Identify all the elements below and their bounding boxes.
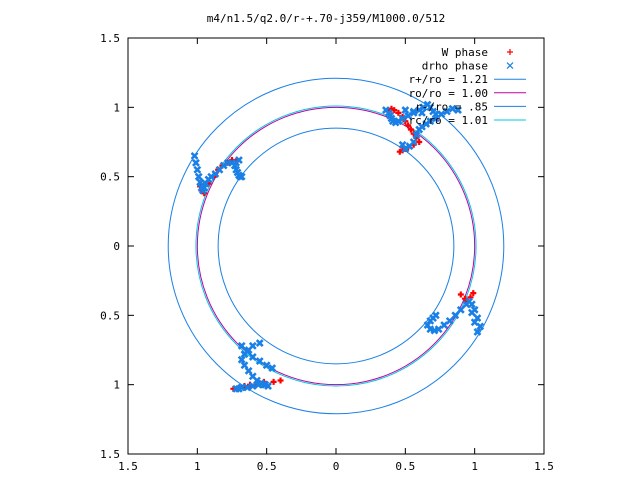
drho-phase-point: [254, 380, 263, 389]
drho-phase-point: [454, 106, 462, 115]
drho-phase-point: [418, 108, 426, 117]
axes: 1.5 1 0.5 0 0.5 1 1.51.510.500.511.5: [100, 32, 554, 473]
w-phase-point: [396, 148, 403, 155]
drho-phase-point: [240, 350, 249, 359]
w-phase-point: [405, 122, 412, 129]
drho-phase-point: [426, 117, 435, 126]
drho-phase-point: [445, 316, 454, 325]
legend-label: drho phase: [422, 60, 488, 73]
y-tick-label: 1.5: [100, 32, 120, 45]
legend-label: rc/ro = 1.01: [409, 114, 488, 127]
drho-phase-point: [237, 172, 246, 181]
w-phase-point: [457, 291, 464, 298]
drho-phase-point: [193, 165, 202, 174]
y-tick-label: 0: [113, 240, 120, 253]
x-tick-label: 0.5: [257, 460, 277, 473]
y-tick-label: 0.5: [100, 171, 120, 184]
x-tick-label: 0.5: [395, 460, 415, 473]
x-tick-label: 1.5: [534, 460, 554, 473]
drho-phase-point: [194, 172, 203, 181]
drho-phase-point: [232, 158, 241, 167]
drho-phase-point: [456, 305, 465, 314]
phase-points: [190, 100, 485, 393]
drho-phase-point: [192, 158, 200, 167]
w-phase-point: [470, 290, 477, 297]
drho-phase-point: [401, 106, 410, 115]
x-tick-label: 1: [471, 460, 478, 473]
drho-phase-point: [451, 311, 460, 320]
drho-phase-point: [470, 318, 479, 327]
w-phase-point: [416, 139, 423, 145]
reference-circle: [167, 77, 505, 415]
drho-phase-point: [398, 114, 407, 123]
drho-phase-point: [255, 339, 264, 347]
drho-phase-point: [248, 353, 257, 361]
legend-marker: [506, 62, 514, 70]
drho-phase-point: [190, 151, 199, 160]
w-phase-point: [277, 377, 284, 384]
y-tick-label: 1.5: [100, 448, 120, 461]
x-tick-label: 0: [333, 460, 340, 473]
drho-phase-point: [448, 104, 457, 113]
drho-phase-point: [412, 131, 421, 139]
w-phase-point: [395, 109, 402, 116]
w-phase-point: [270, 378, 277, 385]
drho-phase-point: [255, 357, 264, 366]
drho-phase-point: [473, 328, 482, 336]
reference-circles: [167, 77, 505, 415]
reference-circle: [195, 105, 477, 387]
y-tick-label: 0.5: [100, 309, 120, 322]
reference-circle: [217, 127, 455, 365]
drho-phase-point: [467, 308, 476, 317]
y-tick-label: 1: [113, 101, 120, 114]
drho-phase-point: [262, 361, 271, 370]
chart-title: m4/n1.5/q2.0/r-+.70-j359/M1000.0/512: [207, 12, 445, 25]
drho-phase-point: [235, 384, 243, 393]
y-tick-label: 1: [113, 379, 120, 392]
legend-label: ro/ro = 1.00: [409, 87, 488, 100]
legend-marker: [507, 49, 513, 55]
legend-label: W phase: [442, 46, 488, 59]
reference-circle: [196, 106, 476, 386]
drho-phase-point: [237, 341, 246, 350]
w-phase-point: [391, 107, 398, 114]
legend-label: r+/ro = 1.21: [409, 73, 488, 86]
drho-phase-point: [268, 364, 277, 372]
legend-label: r-/ro = .85: [415, 100, 488, 113]
drho-phase-point: [248, 382, 257, 390]
w-phase-point: [407, 126, 414, 133]
drho-phase-point: [467, 300, 476, 309]
drho-phase-point: [409, 138, 418, 146]
x-tick-label: 1: [194, 460, 201, 473]
drho-phase-point: [437, 110, 446, 119]
drho-phase-point: [443, 107, 451, 116]
drho-phase-point: [237, 355, 246, 364]
x-tick-label: 1.5: [118, 460, 138, 473]
drho-phase-point: [409, 107, 418, 116]
